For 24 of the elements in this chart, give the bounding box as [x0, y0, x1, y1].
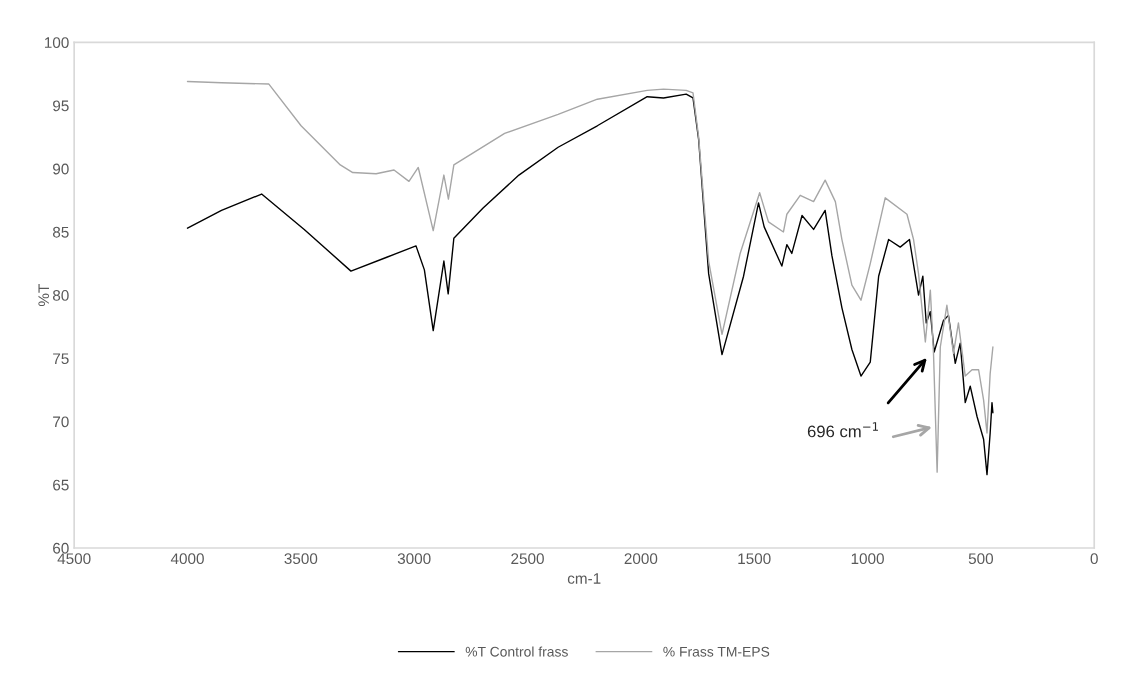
x-tick-label: 3500 [284, 553, 318, 565]
x-tick-label: 1500 [738, 553, 771, 565]
y-tick-label: 70 [53, 416, 69, 428]
y-tick-label: 65 [53, 479, 69, 491]
y-tick-label: 80 [52, 290, 69, 301]
y-tick-label: 100 [44, 37, 69, 49]
x-tick-label: 500 [968, 553, 994, 565]
x-tick-label: 1000 [851, 553, 884, 565]
annotation: 696 cm$^{−1}$ [807, 422, 878, 438]
y-tick-label: 60 [53, 542, 69, 554]
y-tick-label: 90 [53, 163, 69, 175]
x-tick-label: 3000 [397, 553, 431, 565]
y-axis-title: %T [38, 284, 50, 307]
legend-label: %T Control frass [465, 646, 568, 657]
x-tick-label: 4000 [170, 553, 204, 565]
x-tick-label: 0 [1090, 553, 1098, 565]
y-tick-label: 85 [52, 226, 69, 238]
legend-label: % Frass TM-EPS [663, 646, 770, 657]
x-tick-label: 2000 [624, 553, 658, 565]
x-axis-title: cm-1 [567, 573, 601, 584]
y-tick-label: 75 [53, 353, 69, 365]
x-tick-label: 4500 [57, 553, 91, 565]
x-tick-label: 2500 [511, 553, 544, 565]
y-tick-label: 95 [53, 100, 69, 112]
